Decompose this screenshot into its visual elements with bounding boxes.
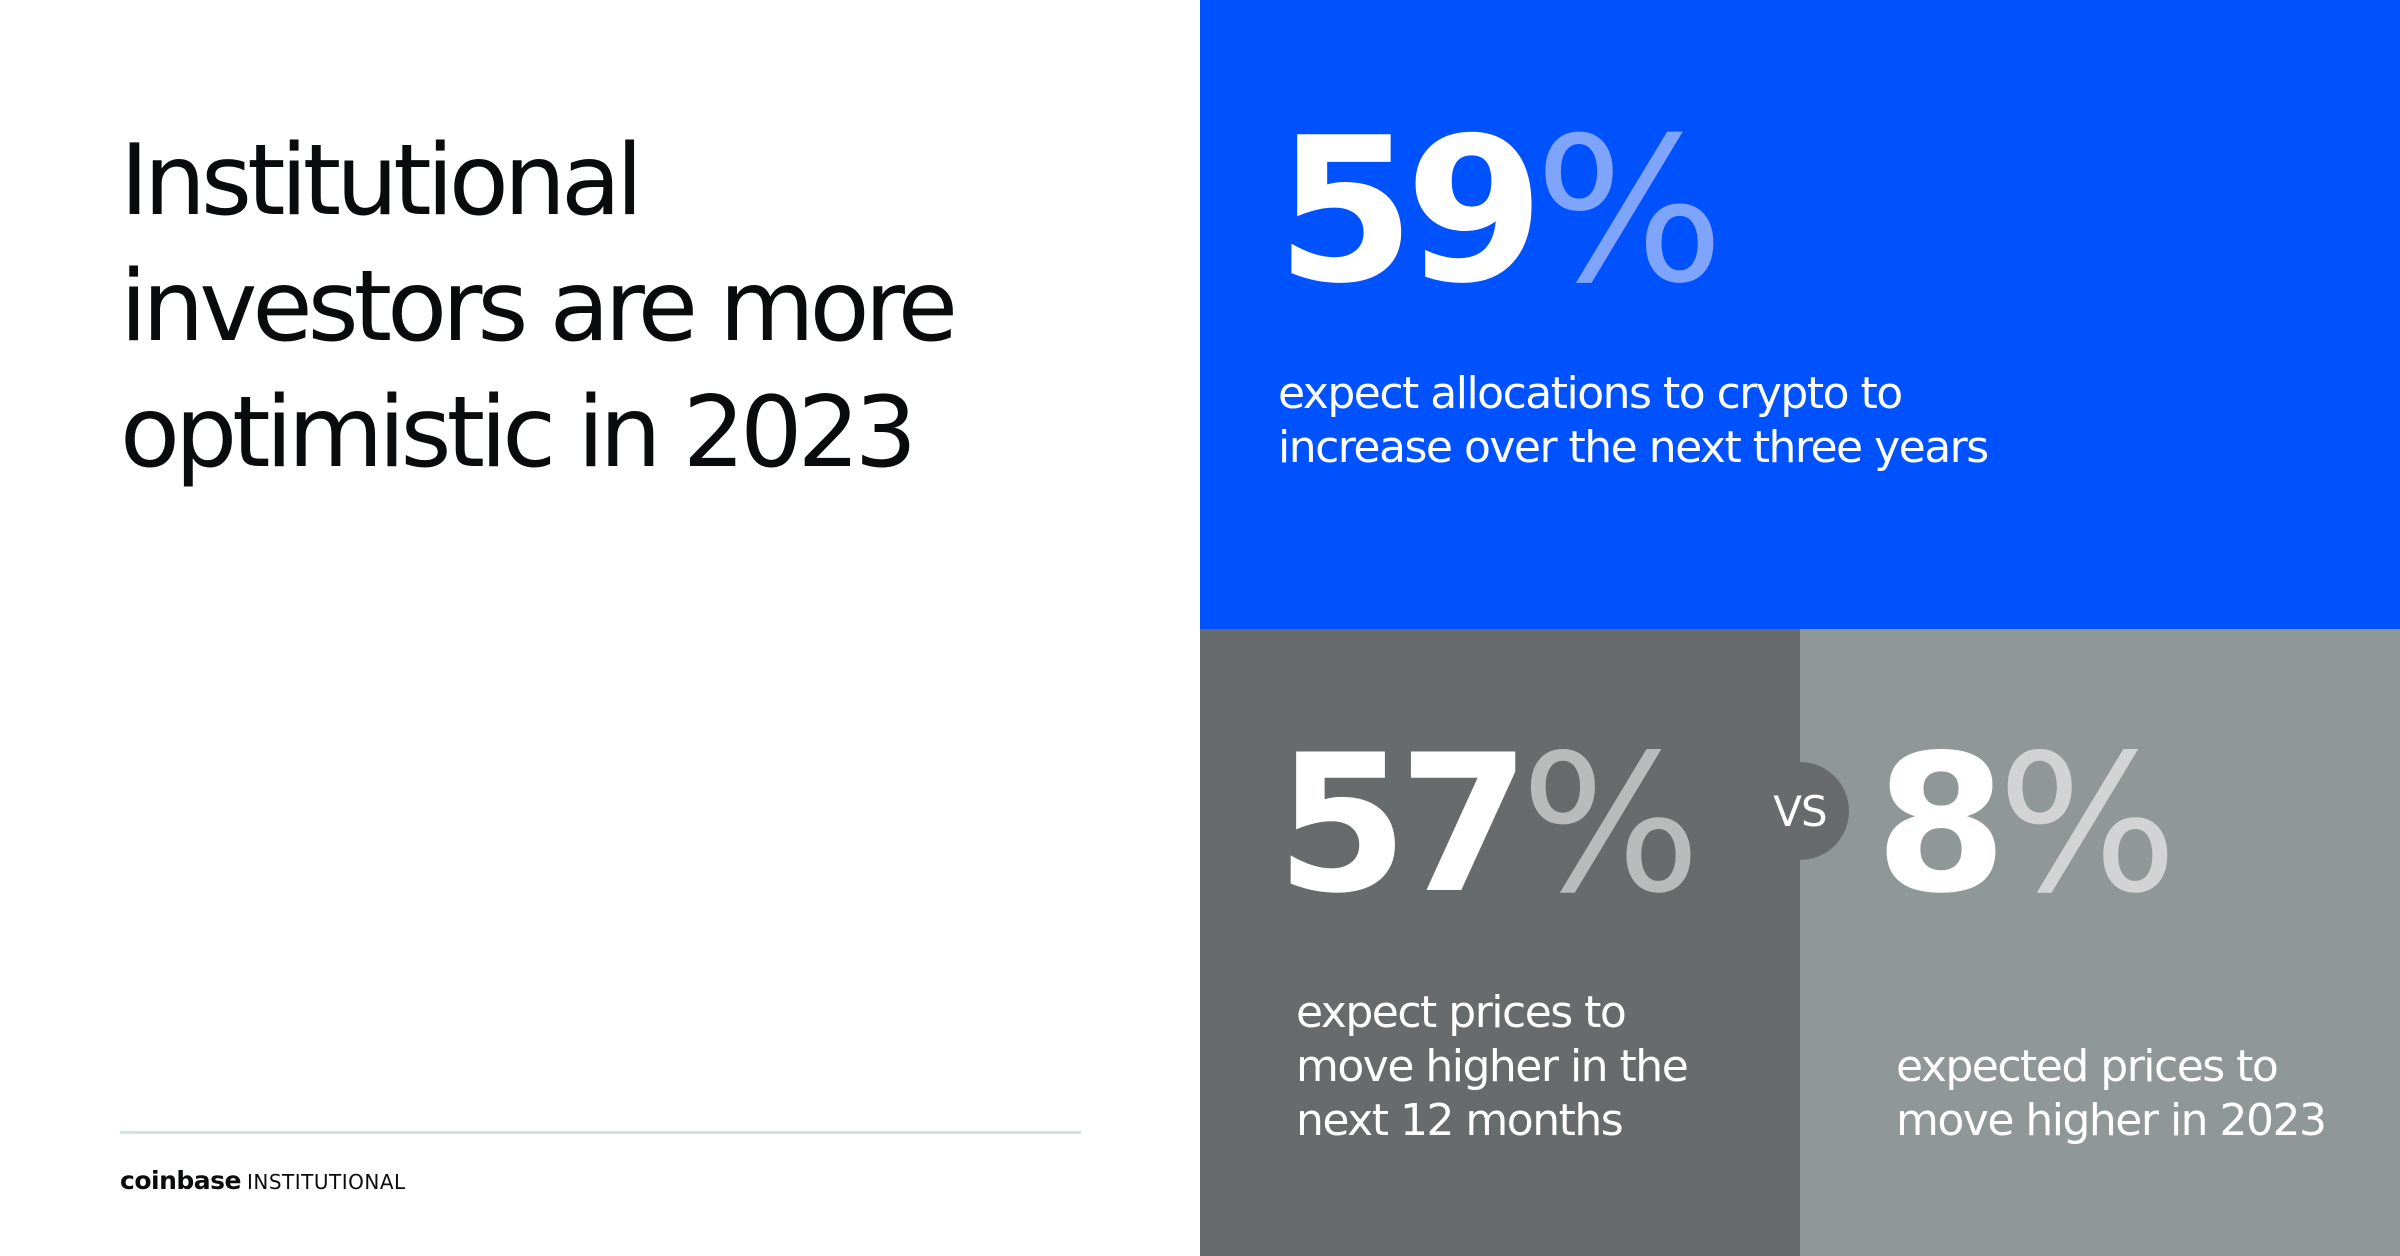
description-line: move higher in the xyxy=(1296,1041,1689,1092)
prices-12-months-stat-description: expect prices to move higher in the next… xyxy=(1296,986,1786,1148)
headline: Institutional investors are more optimis… xyxy=(120,118,1120,496)
allocations-stat-value: 59% xyxy=(1276,112,1724,312)
stat-number: 8 xyxy=(1875,714,2007,935)
description-line: expect prices to xyxy=(1296,987,1627,1038)
prices-2023-stat-panel: 8% expected prices to move higher in 202… xyxy=(1800,629,2400,1256)
description-line: next 12 months xyxy=(1296,1095,1624,1146)
headline-line: optimistic in 2023 xyxy=(120,376,917,490)
headline-line: Institutional xyxy=(120,124,643,238)
stat-number: 57 xyxy=(1276,714,1530,935)
vs-badge: VS xyxy=(1751,762,1849,860)
prices-12-months-stat-value: 57% xyxy=(1276,730,1701,920)
brand-logo: coinbase INSTITUTIONAL xyxy=(120,1166,406,1195)
description-line: move higher in 2023 xyxy=(1896,1095,2327,1146)
left-panel: Institutional investors are more optimis… xyxy=(120,118,1120,1195)
divider xyxy=(120,1131,1081,1134)
description-line: expected prices to xyxy=(1896,1041,2279,1092)
prices-12-months-stat-panel: 57% expect prices to move higher in the … xyxy=(1200,629,1800,1256)
prices-2023-stat-description: expected prices to move higher in 2023 xyxy=(1896,1040,2386,1148)
description-line: expect allocations to crypto to xyxy=(1278,368,1903,419)
brand-wordmark: coinbase xyxy=(120,1166,241,1195)
brand-suffix: INSTITUTIONAL xyxy=(246,1170,406,1194)
percent-sign: % xyxy=(1534,95,1724,328)
headline-line: investors are more xyxy=(120,250,958,364)
allocations-stat-description: expect allocations to crypto to increase… xyxy=(1278,367,2338,475)
percent-sign: % xyxy=(1997,714,2178,935)
allocations-stat-panel: 59% expect allocations to crypto to incr… xyxy=(1200,0,2400,629)
stat-number: 59 xyxy=(1276,95,1544,328)
percent-sign: % xyxy=(1520,714,1701,935)
description-line: increase over the next three years xyxy=(1278,422,1989,473)
prices-2023-stat-value: 8% xyxy=(1875,730,2178,920)
